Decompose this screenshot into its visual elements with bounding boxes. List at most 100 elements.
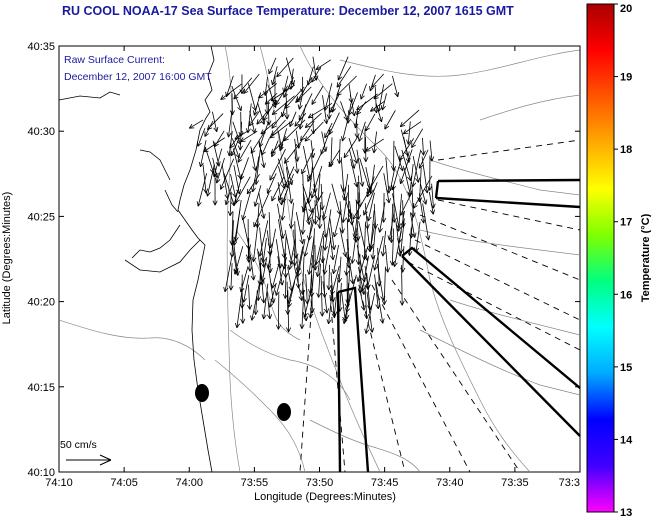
current-arrow xyxy=(284,140,303,164)
current-arrow xyxy=(221,164,230,200)
current-arrow xyxy=(344,247,350,276)
current-arrow xyxy=(248,110,261,127)
x-tick-label: 73:55 xyxy=(241,477,269,489)
current-arrow xyxy=(235,176,251,204)
current-arrow xyxy=(370,228,376,260)
current-arrow xyxy=(274,256,288,296)
current-arrow xyxy=(240,283,246,324)
current-arrow xyxy=(253,185,262,207)
beam-line xyxy=(329,294,346,473)
current-arrow xyxy=(421,156,430,194)
current-arrow xyxy=(293,263,304,301)
current-arrow xyxy=(360,83,367,100)
current-arrow xyxy=(402,121,422,135)
current-arrow xyxy=(197,128,206,147)
depth-contour xyxy=(235,229,301,341)
current-arrow xyxy=(270,66,278,86)
current-arrow xyxy=(196,173,208,207)
current-arrow xyxy=(232,121,242,145)
current-arrow xyxy=(253,290,259,315)
beam-outline xyxy=(401,246,581,389)
current-arrow xyxy=(381,266,387,305)
y-tick-label: 40:10 xyxy=(27,467,55,479)
current-arrow xyxy=(219,158,235,190)
current-arrow xyxy=(253,192,270,228)
current-arrow xyxy=(250,281,261,321)
depth-contour xyxy=(419,329,581,396)
current-arrow xyxy=(406,121,412,145)
current-arrow xyxy=(263,76,269,96)
current-arrow xyxy=(375,283,385,324)
current-arrow xyxy=(241,191,251,221)
current-arrow xyxy=(278,128,288,152)
current-arrow xyxy=(223,255,233,293)
current-arrow xyxy=(412,156,421,183)
current-arrow xyxy=(353,110,359,129)
beam-outline xyxy=(336,291,342,473)
current-arrow xyxy=(271,176,285,202)
annotation-line2: December 12, 2007 16:00 GMT xyxy=(64,71,212,83)
current-arrow xyxy=(394,145,404,172)
current-arrow xyxy=(380,230,387,257)
current-arrow xyxy=(226,110,233,138)
annotation-line1: Raw Surface Current: xyxy=(64,54,165,66)
current-arrow xyxy=(188,119,204,129)
current-arrow xyxy=(392,75,400,98)
current-arrow xyxy=(276,57,294,78)
beam-outline xyxy=(337,286,370,473)
current-arrow xyxy=(384,244,390,273)
current-arrow xyxy=(233,200,242,242)
current-arrow xyxy=(358,284,366,311)
current-arrow xyxy=(247,284,253,310)
scale-arrow xyxy=(66,454,112,466)
current-arrow xyxy=(269,119,294,139)
beam-outline xyxy=(437,178,581,183)
current-arrow xyxy=(299,290,305,329)
coastline-segment xyxy=(139,149,171,181)
x-tick-label: 74:05 xyxy=(110,477,138,489)
current-arrow xyxy=(384,110,396,130)
current-arrow xyxy=(383,173,391,204)
depth-contour xyxy=(479,94,581,121)
current-arrow xyxy=(328,227,336,261)
current-arrow xyxy=(399,264,405,306)
current-arrow xyxy=(348,254,355,285)
current-arrow xyxy=(239,74,245,95)
current-arrow xyxy=(275,85,288,106)
current-arrow xyxy=(365,166,372,189)
current-arrow xyxy=(389,228,395,266)
current-arrow xyxy=(337,56,349,81)
depth-contour xyxy=(429,159,581,196)
colorbar-label: Temperature (°C) xyxy=(640,213,651,302)
current-arrow xyxy=(268,57,277,75)
current-arrow xyxy=(329,94,340,113)
current-arrow xyxy=(247,83,258,111)
current-arrow xyxy=(294,149,300,174)
beam-line xyxy=(419,214,581,281)
beam-line xyxy=(391,279,521,473)
current-arrow xyxy=(294,112,307,127)
coastline-segment xyxy=(58,91,121,101)
current-arrow xyxy=(212,148,223,178)
x-tick-label: 74:10 xyxy=(45,477,73,489)
current-arrow xyxy=(258,192,266,219)
current-arrow xyxy=(233,77,253,100)
current-arrow xyxy=(295,212,305,245)
current-arrow xyxy=(280,101,287,118)
current-arrow xyxy=(297,92,304,110)
chart-title: RU COOL NOAA-17 Sea Surface Temperature:… xyxy=(62,4,514,18)
y-tick-label: 40:20 xyxy=(27,297,55,309)
bathymetry-contours xyxy=(58,45,581,473)
current-arrow xyxy=(275,293,281,330)
current-vectors xyxy=(188,56,436,334)
current-arrow xyxy=(240,130,258,143)
current-arrow xyxy=(373,235,384,271)
current-arrow xyxy=(220,83,242,100)
coastline-segment xyxy=(131,224,181,259)
current-arrow xyxy=(360,257,369,292)
current-arrow xyxy=(328,149,341,168)
beam-line xyxy=(437,199,581,231)
current-arrow xyxy=(366,227,373,253)
colorbar-tick-label: 18 xyxy=(620,144,632,156)
beam-outline xyxy=(434,180,440,199)
